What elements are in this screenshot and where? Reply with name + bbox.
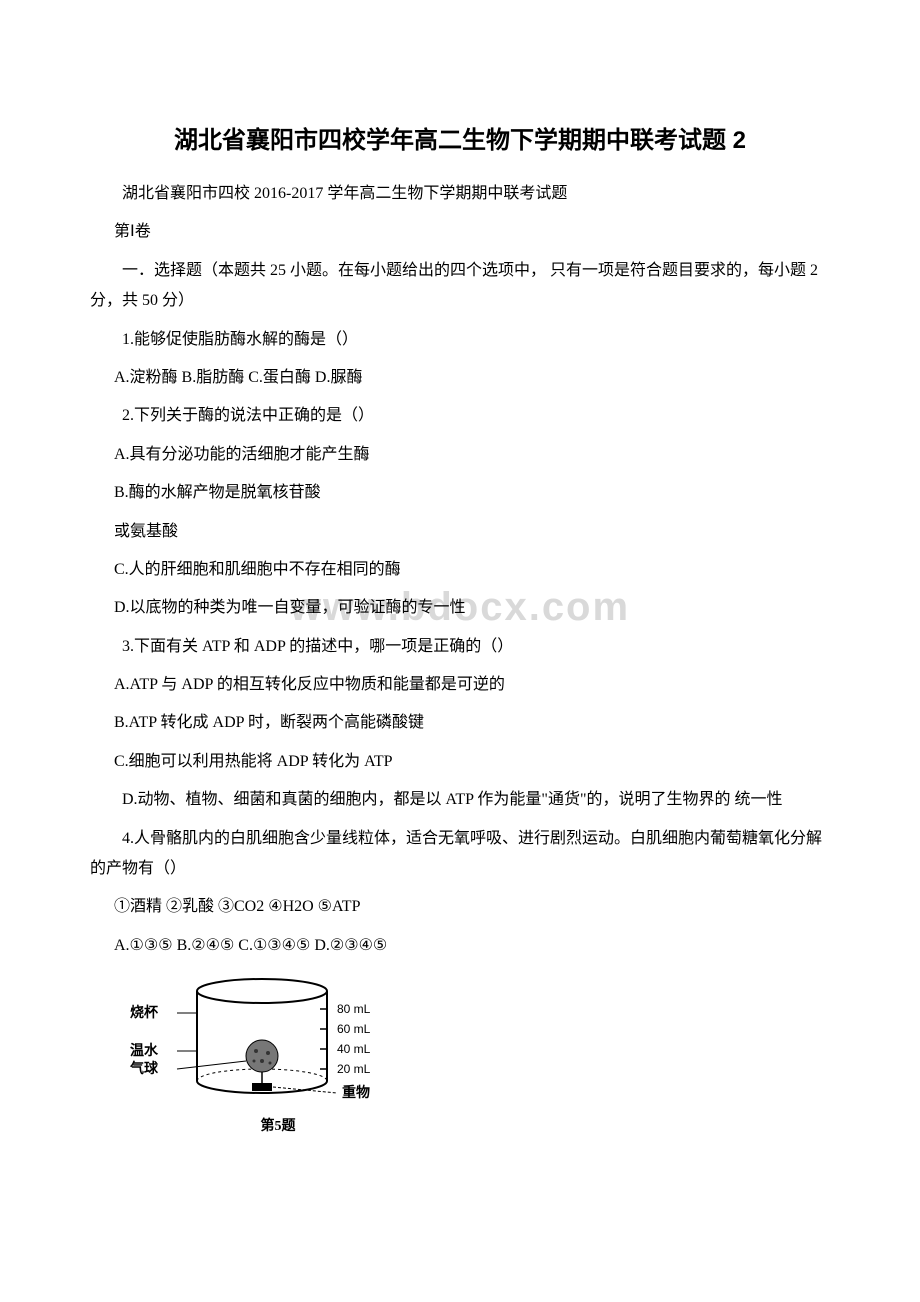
q2-option-c: C.人的肝细胞和肌细胞中不存在相同的酶 <box>90 555 830 585</box>
beaker-diagram: 80 mL 60 mL 40 mL 20 mL <box>122 971 402 1111</box>
q2-option-b-cont: 或氨基酸 <box>90 517 830 547</box>
document-content: 湖北省襄阳市四校学年高二生物下学期期中联考试题 2 湖北省襄阳市四校 2016-… <box>90 120 830 1135</box>
q1-options: A.淀粉酶 B.脂肪酶 C.蛋白酶 D.脲酶 <box>90 363 830 393</box>
figure-container: 80 mL 60 mL 40 mL 20 mL <box>90 971 830 1135</box>
instructions-text: 一．选择题（本题共 25 小题。在每小题给出的四个选项中， 只有一项是符合题目要… <box>90 256 830 317</box>
q3-option-a: A.ATP 与 ADP 的相互转化反应中物质和能量都是可逆的 <box>90 670 830 700</box>
q3-option-c: C.细胞可以利用热能将 ADP 转化为 ATP <box>90 747 830 777</box>
tick-40: 40 mL <box>337 1042 371 1056</box>
document-title: 湖北省襄阳市四校学年高二生物下学期期中联考试题 2 <box>90 120 830 155</box>
q2-stem: 2.下列关于酶的说法中正确的是（） <box>90 401 830 431</box>
figure-caption: 第5题 <box>122 1115 402 1135</box>
q3-option-d: D.动物、植物、细菌和真菌的细胞内，都是以 ATP 作为能量"通货"的，说明了生… <box>90 785 830 815</box>
q4-options: A.①③⑤ B.②④⑤ C.①③④⑤ D.②③④⑤ <box>90 931 830 961</box>
tick-60: 60 mL <box>337 1022 371 1036</box>
section-label: 第Ⅰ卷 <box>90 217 830 247</box>
q2-option-d: D.以底物的种类为唯一自变量，可验证酶的专一性 <box>90 593 830 623</box>
q4-stem: 4.人骨骼肌内的白肌细胞含少量线粒体，适合无氧呼吸、进行剧烈运动。白肌细胞内葡萄… <box>90 824 830 885</box>
label-weight: 重物 <box>342 1084 370 1101</box>
q3-stem: 3.下面有关 ATP 和 ADP 的描述中，哪一项是正确的（） <box>90 632 830 662</box>
q2-option-a: A.具有分泌功能的活细胞才能产生酶 <box>90 440 830 470</box>
tick-80: 80 mL <box>337 1002 371 1016</box>
q4-items: ①酒精 ②乳酸 ③CO2 ④H2O ⑤ATP <box>90 892 830 922</box>
label-warm-water: 温水 <box>130 1042 159 1059</box>
q3-option-b: B.ATP 转化成 ADP 时，断裂两个高能磷酸键 <box>90 708 830 738</box>
tick-20: 20 mL <box>337 1062 371 1076</box>
document-subtitle: 湖北省襄阳市四校 2016-2017 学年高二生物下学期期中联考试题 <box>90 179 830 209</box>
label-beaker: 烧杯 <box>130 1004 159 1021</box>
q1-stem: 1.能够促使脂肪酶水解的酶是（） <box>90 325 830 355</box>
label-balloon: 气球 <box>129 1060 159 1077</box>
q2-option-b: B.酶的水解产物是脱氧核苷酸 <box>90 478 830 508</box>
